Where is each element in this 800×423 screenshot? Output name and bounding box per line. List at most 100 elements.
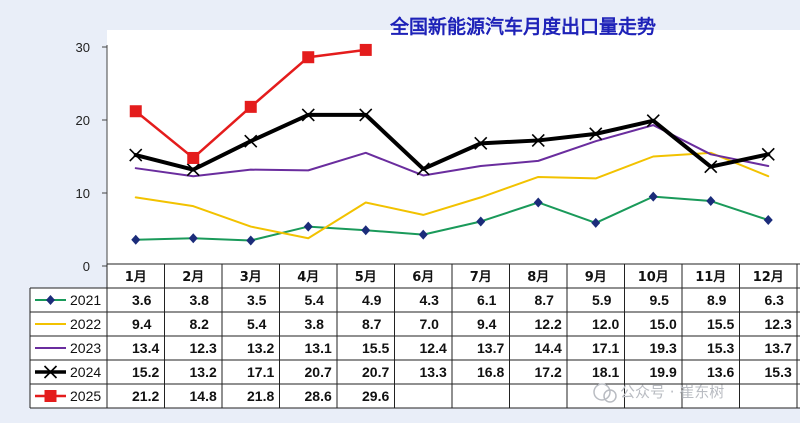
series-point bbox=[187, 151, 200, 164]
table-cell-value: 13.2 bbox=[190, 364, 217, 380]
series-point bbox=[359, 43, 372, 56]
series-point bbox=[46, 295, 55, 305]
x-tick-label: 6月 bbox=[412, 270, 434, 285]
x-tick-label: 11月 bbox=[695, 270, 726, 285]
table-cell-value: 8.7 bbox=[535, 292, 555, 308]
series-point bbox=[359, 108, 373, 122]
x-tick-label: 3月 bbox=[240, 270, 262, 285]
table-cell-value: 13.1 bbox=[305, 340, 332, 356]
series-point bbox=[416, 162, 430, 176]
series-2024 bbox=[129, 108, 775, 177]
series-point bbox=[418, 229, 428, 240]
legend-label: 2022 bbox=[70, 316, 101, 332]
table-cell-value: 14.4 bbox=[535, 340, 562, 356]
series-point bbox=[131, 234, 141, 245]
table-cell-value: 29.6 bbox=[362, 388, 389, 404]
legend-label: 2023 bbox=[70, 340, 101, 356]
series-2021 bbox=[131, 191, 773, 246]
series-point bbox=[303, 221, 313, 232]
x-tick-label: 10月 bbox=[638, 270, 669, 285]
wechat-icon bbox=[593, 383, 611, 401]
table-cell-value: 3.8 bbox=[190, 292, 210, 308]
series-2025 bbox=[129, 43, 372, 164]
series-point bbox=[531, 133, 545, 148]
legend-label: 2021 bbox=[70, 292, 101, 308]
table-cell-value: 4.3 bbox=[420, 292, 440, 308]
table-cell-value: 20.7 bbox=[305, 364, 332, 380]
series-point bbox=[589, 127, 603, 141]
table-cell-value: 12.3 bbox=[765, 316, 792, 332]
series-point bbox=[476, 216, 486, 227]
table-cell-value: 15.3 bbox=[707, 340, 734, 356]
table-cell-value: 17.1 bbox=[592, 340, 619, 356]
table-cell-value: 13.7 bbox=[477, 340, 504, 356]
table-cell-value: 8.7 bbox=[362, 316, 382, 332]
table-cell-value: 13.7 bbox=[765, 340, 792, 356]
series-point bbox=[646, 114, 660, 128]
table-cell-value: 6.3 bbox=[765, 292, 785, 308]
table-cell-value: 19.3 bbox=[650, 340, 677, 356]
series-point bbox=[648, 191, 658, 202]
series-point bbox=[44, 390, 57, 402]
table-cell-value: 18.1 bbox=[592, 364, 619, 380]
x-tick-label: 4月 bbox=[297, 270, 319, 285]
x-tick-label: 12月 bbox=[753, 270, 784, 285]
table-cell-value: 3.8 bbox=[305, 316, 325, 332]
table-cell-value: 5.4 bbox=[247, 316, 267, 332]
series-point bbox=[129, 148, 143, 162]
series-2022 bbox=[134, 151, 770, 240]
y-tick-label: 30 bbox=[76, 40, 90, 55]
series-point bbox=[246, 235, 256, 246]
x-tick-label: 7月 bbox=[470, 270, 492, 285]
table-cell-value: 9.5 bbox=[650, 292, 670, 308]
table-cell-value: 9.4 bbox=[477, 316, 497, 332]
x-tick-label: 2月 bbox=[182, 270, 204, 285]
series-point bbox=[188, 233, 198, 244]
series-point bbox=[301, 108, 315, 122]
y-tick-label: 10 bbox=[76, 186, 90, 201]
table-cell-value: 3.5 bbox=[247, 292, 267, 308]
table-cell-value: 3.6 bbox=[132, 292, 152, 308]
table-cell-value: 7.0 bbox=[420, 316, 440, 332]
table-cell-value: 15.5 bbox=[707, 316, 734, 332]
table-cell-value: 21.2 bbox=[132, 388, 159, 404]
table-cell-value: 17.1 bbox=[247, 364, 274, 380]
series-line bbox=[134, 195, 770, 242]
series-point bbox=[186, 163, 200, 177]
table-cell-value: 6.1 bbox=[477, 292, 497, 308]
series-point bbox=[704, 160, 718, 174]
series-point bbox=[43, 365, 58, 379]
x-tick-label: 8月 bbox=[527, 270, 549, 285]
table-cell-value: 13.3 bbox=[420, 364, 447, 380]
table-cell-value: 9.4 bbox=[132, 316, 152, 332]
table-cell-value: 12.0 bbox=[592, 316, 619, 332]
table-cell-value: 17.2 bbox=[535, 364, 562, 380]
table-cell-value: 15.0 bbox=[650, 316, 677, 332]
legend-label: 2024 bbox=[70, 364, 101, 380]
series-point bbox=[591, 217, 601, 228]
table-cell-value: 12.2 bbox=[535, 316, 562, 332]
table-cell-value: 12.3 bbox=[190, 340, 217, 356]
chart-title: 全国新能源汽车月度出口量走势 bbox=[389, 15, 656, 38]
table-cell-value: 8.9 bbox=[707, 292, 727, 308]
table-cell-value: 5.4 bbox=[305, 292, 325, 308]
series-point bbox=[763, 215, 773, 226]
x-tick-label: 1月 bbox=[125, 270, 147, 285]
table-cell-value: 15.3 bbox=[765, 364, 792, 380]
table-cell-value: 13.4 bbox=[132, 340, 159, 356]
y-tick-label: 0 bbox=[83, 259, 90, 274]
series-point bbox=[474, 136, 488, 150]
table-cell-value: 13.2 bbox=[247, 340, 274, 356]
series-point bbox=[244, 100, 257, 113]
series-point bbox=[302, 51, 315, 64]
wechat-icon bbox=[603, 389, 617, 403]
series-point bbox=[361, 225, 371, 236]
series-point bbox=[706, 196, 716, 207]
table-cell-value: 16.8 bbox=[477, 364, 504, 380]
series-line bbox=[134, 151, 770, 240]
series-point bbox=[761, 147, 775, 161]
table-cell-value: 15.5 bbox=[362, 340, 389, 356]
series-point bbox=[244, 134, 258, 148]
